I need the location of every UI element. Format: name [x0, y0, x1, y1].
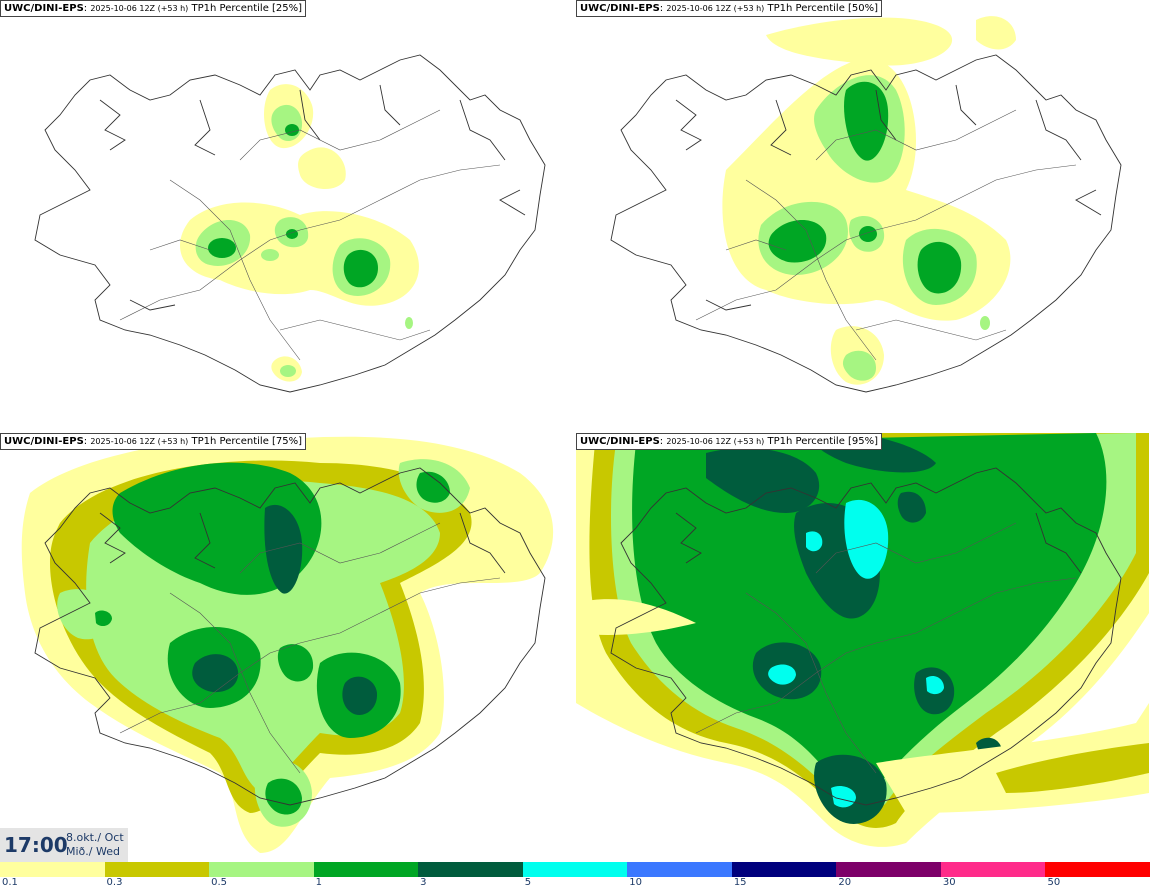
- legend-swatch: [522, 862, 628, 877]
- valid-time-date: 8.okt./ Oct Mið./ Wed: [66, 831, 124, 859]
- precip-map-p25: [34, 54, 546, 393]
- panel-title: UWC/DINI-EPS: 2025-10-06 12Z (+53 h) TP1…: [576, 0, 883, 17]
- road-network: [695, 109, 1077, 361]
- legend-tick-label: 50: [1047, 877, 1061, 888]
- valid-date-line1: 8.okt./ Oct: [66, 831, 124, 844]
- legend-swatch: [731, 862, 837, 877]
- panel-title: UWC/DINI-EPS: 2025-10-06 12Z (+53 h) TP1…: [0, 433, 307, 450]
- iceland-coastline: [34, 467, 546, 806]
- legend-tick-label: 0.3: [106, 877, 123, 888]
- iceland-coastline: [610, 54, 1122, 393]
- legend-swatch: [104, 862, 210, 877]
- legend-tick-label: 30: [942, 877, 956, 888]
- legend-labels: 0.1 0.3 0.5 1 3 5 10 15 20 30 50: [0, 877, 1150, 891]
- panel-title: UWC/DINI-EPS: 2025-10-06 12Z (+53 h) TP1…: [576, 433, 883, 450]
- map-panel-p95: UWC/DINI-EPS: 2025-10-06 12Z (+53 h) TP1…: [576, 433, 1149, 861]
- road-network: [119, 109, 501, 361]
- precip-fields: [21, 436, 554, 853]
- iceland-coastline: [610, 467, 1122, 806]
- legend-swatch: [627, 862, 732, 877]
- legend-swatch: [940, 862, 1046, 877]
- valid-date-line2: Mið./ Wed: [66, 845, 120, 858]
- precip-map-p95: [576, 433, 1149, 861]
- road-network: [695, 522, 1077, 774]
- legend-tick-label: 0.5: [211, 877, 227, 888]
- legend-swatch: [836, 862, 941, 877]
- legend-tick-label: 5: [524, 877, 532, 888]
- legend-swatch: [1045, 862, 1150, 877]
- map-panel-p50: UWC/DINI-EPS: 2025-10-06 12Z (+53 h) TP1…: [576, 0, 1149, 428]
- iceland-coastline: [34, 54, 546, 393]
- valid-time-box: 17:00 8.okt./ Oct Mið./ Wed: [0, 828, 128, 862]
- panel-title: UWC/DINI-EPS: 2025-10-06 12Z (+53 h) TP1…: [0, 0, 307, 17]
- legend-swatch: [0, 862, 105, 877]
- legend-tick-label: 1: [315, 877, 322, 888]
- road-network: [119, 522, 501, 774]
- legend-tick-label: 3: [420, 877, 427, 888]
- valid-time-clock: 17:00: [4, 833, 68, 857]
- legend-tick-label: 20: [838, 877, 852, 888]
- precip-fields: [576, 433, 1149, 861]
- map-panel-p25: UWC/DINI-EPS: 2025-10-06 12Z (+53 h) TP1…: [0, 0, 573, 428]
- legend-tick-label: 15: [733, 877, 747, 888]
- color-legend: [0, 862, 1150, 877]
- precip-fields: [180, 84, 419, 382]
- precip-map-p50: [610, 16, 1122, 393]
- precip-fields: [722, 16, 1016, 385]
- legend-swatch: [418, 862, 523, 877]
- legend-swatch: [313, 862, 419, 877]
- precip-map-p75: [21, 436, 554, 853]
- legend-swatch: [209, 862, 314, 877]
- map-panel-p75: UWC/DINI-EPS: 2025-10-06 12Z (+53 h) TP1…: [0, 433, 573, 861]
- legend-tick-label: 10: [629, 877, 642, 888]
- legend-tick-label: 0.1: [2, 877, 18, 888]
